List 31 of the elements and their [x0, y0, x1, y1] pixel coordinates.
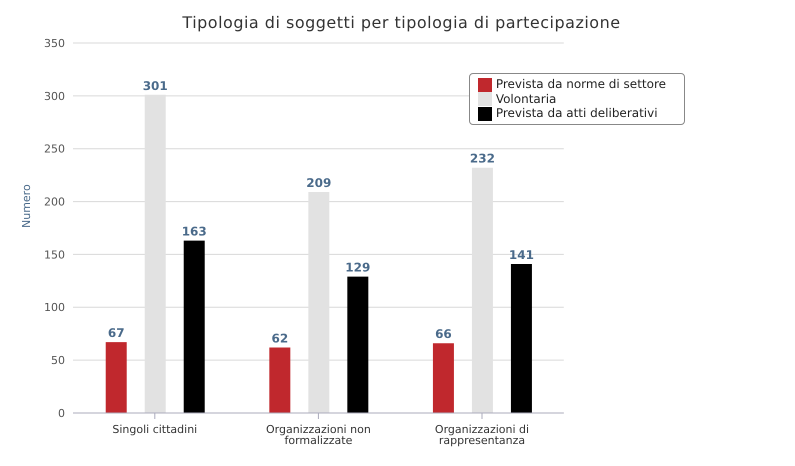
bar [269, 347, 290, 413]
bar [184, 240, 205, 413]
data-label: 301 [142, 78, 168, 93]
y-axis-title: Numero [20, 184, 33, 228]
y-tick-label: 100 [44, 301, 65, 314]
data-label: 66 [435, 327, 452, 342]
y-tick-label: 250 [44, 142, 65, 156]
x-tick-label: Organizzazioni non formalizzate [266, 422, 371, 447]
data-label: 62 [271, 331, 288, 346]
bar [106, 342, 127, 413]
y-tick-label: 50 [51, 354, 65, 368]
data-label: 129 [345, 260, 370, 275]
y-tick-label: 0 [58, 406, 65, 420]
y-tick-label: 300 [44, 90, 65, 103]
bar [347, 276, 368, 413]
y-tick-label: 200 [44, 195, 65, 208]
legend-label: Volontaria [496, 92, 556, 106]
legend-label: Prevista da norme di settore [496, 77, 666, 91]
data-label: 163 [182, 224, 207, 239]
y-tick-label: 350 [44, 36, 65, 50]
bar [510, 264, 532, 413]
data-label: 209 [306, 176, 332, 190]
x-tick-label: Singoli cittadini [112, 422, 198, 436]
chart-title: Tipologia di soggetti per tipologia di partecipazione [181, 12, 622, 34]
data-label: 141 [508, 248, 534, 262]
legend-label: Prevista da atti deliberativi [496, 106, 658, 120]
data-label: 232 [470, 152, 495, 166]
bar [432, 343, 454, 413]
x-tick-label: Organizzazioni di rappresentanza [434, 422, 530, 447]
data-label: 67 [108, 326, 125, 340]
y-tick-label: 150 [44, 248, 65, 262]
